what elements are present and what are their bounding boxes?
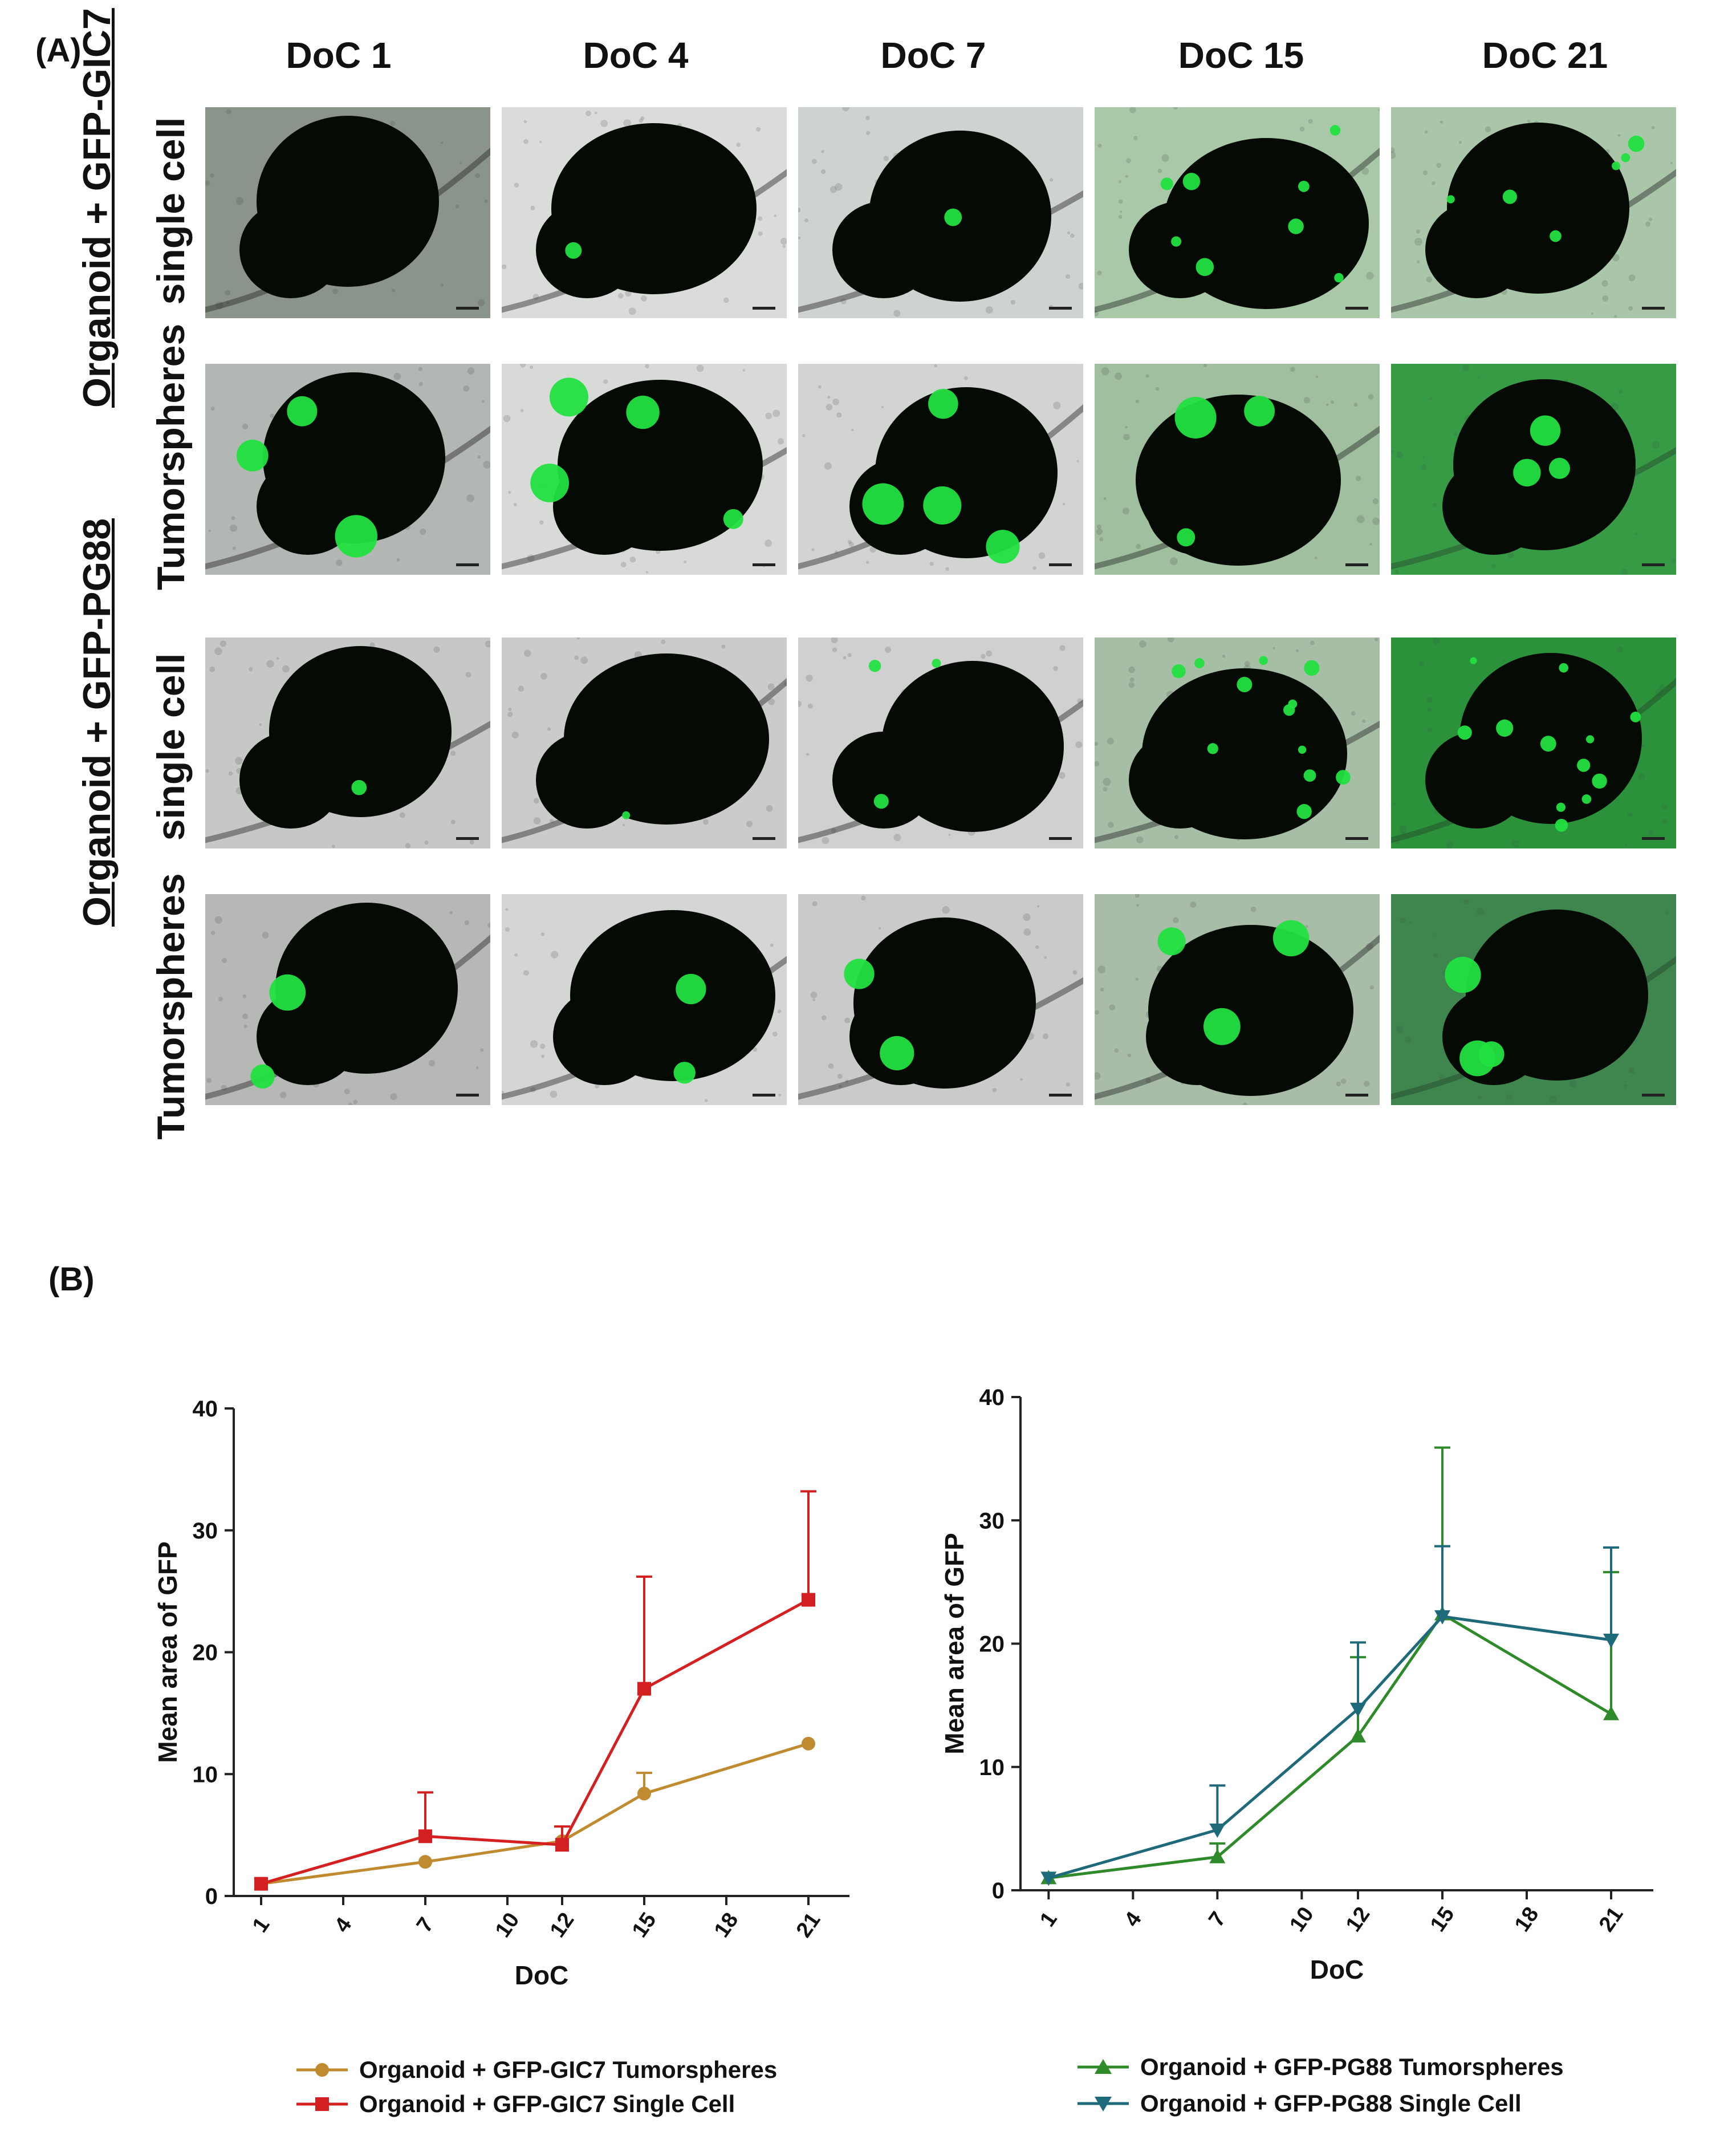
micrograph-tile: [798, 638, 1083, 848]
pg88-y-tick-label: 40: [979, 1385, 1005, 1410]
pg88-x-tick-label: 15: [1426, 1903, 1459, 1936]
legend-label-pg88-tumorspheres: Organoid + GFP-PG88 Tumorspheres: [1140, 2053, 1564, 2080]
gic7-x-tick-label: 1: [248, 1913, 275, 1936]
column-header-doc7: DoC 7: [880, 35, 986, 76]
pg88-x-axis-label: DoC: [1310, 1955, 1364, 1984]
micrograph-tile: [1095, 638, 1380, 848]
pg88-point: [1350, 1703, 1366, 1718]
pg88-point: [1434, 1610, 1450, 1625]
gic7-x-tick-label: 21: [792, 1909, 826, 1942]
group-label-gic7: Organoid + GFP-GIC7: [75, 8, 119, 408]
pg88-x-tick-label: 4: [1120, 1907, 1146, 1931]
pg88-x-tick-label: 1: [1035, 1907, 1062, 1931]
row-label-gic7-single-cell: single cell: [149, 117, 193, 305]
gic7-point: [802, 1593, 815, 1607]
column-header-doc1: DoC 1: [286, 35, 392, 76]
micrograph-tile: [205, 894, 490, 1105]
panel-a-letter: (A): [35, 32, 82, 69]
legend-marker-square-icon: [296, 2097, 348, 2111]
pg88-point: [1209, 1824, 1226, 1838]
legend-label-pg88-single-cell: Organoid + GFP-PG88 Single Cell: [1140, 2090, 1522, 2117]
pg88-point: [1040, 1871, 1057, 1886]
pg88-y-tick-label: 30: [979, 1508, 1005, 1533]
pg88-y-tick-label: 0: [992, 1878, 1005, 1903]
gic7-point: [555, 1838, 569, 1852]
column-header-doc15: DoC 15: [1178, 35, 1304, 76]
pg88-x-tick-label: 18: [1510, 1903, 1544, 1936]
micrograph-tile: [205, 638, 490, 848]
micrograph-tile: [205, 107, 490, 318]
pg88-x-tick-label: 10: [1285, 1903, 1319, 1936]
panel-b-letter: (B): [48, 1261, 95, 1298]
gic7-y-tick-label: 20: [193, 1641, 218, 1666]
pg88-series-line-0: [1048, 1612, 1612, 1879]
gic7-point: [418, 1855, 432, 1869]
micrograph-tile: [1095, 107, 1380, 318]
legend-label-gic7-single-cell: Organoid + GFP-GIC7 Single Cell: [359, 2090, 735, 2117]
micrograph-tile: [1095, 364, 1380, 575]
legend-marker-circle-icon: [296, 2063, 348, 2077]
pg88-point: [1350, 1728, 1366, 1743]
gic7-x-tick-label: 18: [710, 1909, 743, 1942]
row-label-pg88-tumorspheres: Tumorspheres: [149, 873, 193, 1140]
chart-pg88: 0 10 20 30 40 1 4 7 10 12 15 18 21 DoC Mean area of GF…: [940, 1385, 1653, 1984]
micrograph-tile: [1095, 894, 1380, 1105]
pg88-y-tick-label: 20: [979, 1632, 1005, 1657]
gic7-y-axis-label: Mean area of GFP: [153, 1541, 182, 1763]
gic7-point: [637, 1682, 651, 1696]
micrograph-tile: [205, 364, 490, 575]
gic7-series-line-1: [261, 1598, 810, 1886]
group-label-pg88: Organoid + GFP-PG88: [75, 518, 119, 927]
chart-gic7: 0 10 20 30 40 1 4 7 10 12 15 18 21 DoC Mean area of GF…: [153, 1396, 849, 1990]
legend-item-pg88-single-cell: Organoid + GFP-PG88 Single Cell: [1077, 2086, 1648, 2123]
pg88-y-tick-label: 10: [979, 1755, 1005, 1780]
gic7-point: [802, 1736, 815, 1751]
legend-item-gic7-tumorspheres: Organoid + GFP-GIC7 Tumorspheres: [296, 2053, 810, 2087]
micrograph-tile: [502, 107, 787, 318]
micrograph-tile: [502, 364, 787, 575]
gic7-point: [254, 1877, 268, 1891]
legend-gic7: Organoid + GFP-GIC7 Tumorspheres Organoi…: [296, 2053, 810, 2121]
pg88-x-tick-label: 21: [1595, 1903, 1628, 1936]
gic7-series-line-0: [261, 1742, 809, 1886]
gic7-y-tick-label: 10: [193, 1762, 218, 1787]
pg88-x-tick-label: 7: [1204, 1907, 1231, 1931]
pg88-series-line-1: [1048, 1615, 1612, 1879]
gic7-y-tick-label: 0: [205, 1884, 218, 1909]
column-header-doc21: DoC 21: [1482, 35, 1608, 76]
gic7-x-axis-label: DoC: [515, 1960, 569, 1990]
micrograph-tile: [798, 107, 1083, 318]
micrograph-tile: [798, 894, 1083, 1105]
pg88-point: [1603, 1634, 1619, 1649]
micrograph-tile: [1391, 638, 1676, 848]
legend-label-gic7-tumorspheres: Organoid + GFP-GIC7 Tumorspheres: [359, 2056, 778, 2083]
micrograph-tile: [798, 364, 1083, 575]
legend-marker-triangle-down-icon: [1077, 2097, 1129, 2112]
gic7-x-tick-label: 4: [330, 1913, 357, 1936]
gic7-x-tick-label: 10: [491, 1909, 524, 1942]
micrograph-tile: [1391, 107, 1676, 318]
gic7-x-tick-label: 12: [546, 1909, 579, 1942]
legend-item-gic7-single-cell: Organoid + GFP-GIC7 Single Cell: [296, 2087, 810, 2121]
gic7-x-tick-label: 15: [628, 1909, 661, 1942]
column-header-doc4: DoC 4: [583, 35, 689, 76]
gic7-point: [637, 1786, 651, 1801]
gic7-point: [418, 1829, 432, 1844]
micrograph-tile: [1391, 894, 1676, 1105]
pg88-point: [1603, 1706, 1619, 1720]
gic7-y-tick-label: 40: [193, 1396, 218, 1422]
micrograph-tile: [502, 638, 787, 848]
pg88-y-axis-label: Mean area of GFP: [940, 1533, 969, 1755]
gic7-x-tick-label: 7: [412, 1913, 439, 1936]
legend-item-pg88-tumorspheres: Organoid + GFP-PG88 Tumorspheres: [1077, 2050, 1648, 2086]
legend-marker-triangle-up-icon: [1077, 2059, 1129, 2074]
pg88-x-tick-label: 12: [1341, 1903, 1375, 1936]
legend-pg88: Organoid + GFP-PG88 Tumorspheres Organoi…: [1077, 2050, 1648, 2123]
micrograph-tile: [1391, 364, 1676, 575]
gic7-y-tick-label: 30: [193, 1518, 218, 1544]
row-label-pg88-single-cell: single cell: [149, 653, 193, 841]
micrograph-tile: [502, 894, 787, 1105]
row-label-gic7-tumorspheres: Tumorspheres: [149, 323, 193, 590]
pg88-point: [1209, 1849, 1226, 1863]
